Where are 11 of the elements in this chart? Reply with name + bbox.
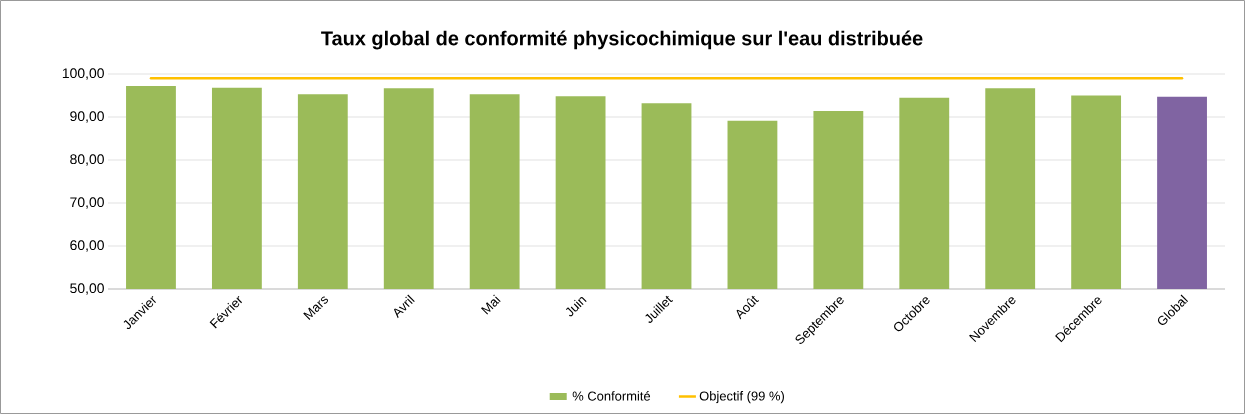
chart-title: Taux global de conformité physicochimique sur l'eau distribuée xyxy=(321,30,923,50)
y-tick-label: 100,00 xyxy=(62,68,104,80)
legend-label: Objectif (99 %) xyxy=(699,391,784,404)
y-tick-label: 70,00 xyxy=(70,197,104,209)
x-tick-label: Juin xyxy=(565,297,587,317)
y-tick-label: 80,00 xyxy=(70,154,104,166)
y-tick-label: 90,00 xyxy=(70,111,104,123)
x-tick-label: Mai xyxy=(480,294,501,315)
y-tick-label: 60,00 xyxy=(70,240,104,252)
legend-label: % Conformité xyxy=(572,390,651,401)
y-tick-label: 50,00 xyxy=(70,283,104,295)
